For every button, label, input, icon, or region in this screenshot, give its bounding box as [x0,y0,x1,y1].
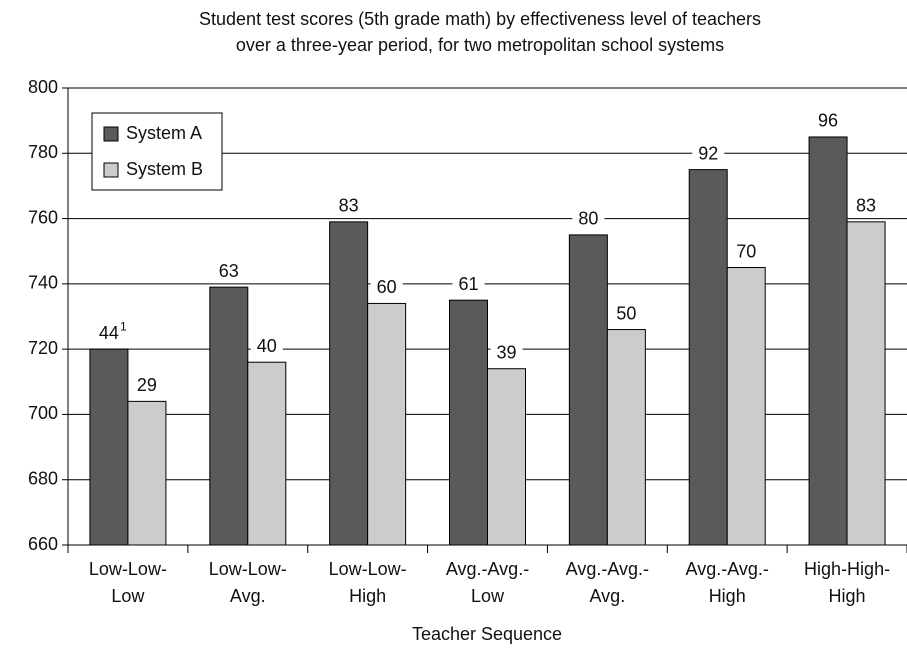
data-label-text: 70 [736,241,756,261]
data-label-bg [130,375,163,398]
bar [846,221,886,546]
x-tick-label: Low-Low- [329,559,407,579]
bar [127,400,167,546]
data-label-bg [850,195,883,218]
bar [449,299,488,546]
y-tick-label: 700 [28,403,58,423]
data-label: 92 [692,143,725,166]
data-label-bg [730,241,763,264]
data-label-bg [812,110,845,133]
x-tick-label: High [829,586,866,606]
y-tick-label: 720 [28,338,58,358]
legend-swatch [103,162,119,178]
data-label-text: 83 [339,196,359,216]
chart-title: Student test scores (5th grade math) by … [199,9,761,29]
data-label-bg [332,195,365,218]
legend: System A System B [91,112,223,191]
bar [209,286,249,546]
data-label-bg [212,261,245,284]
x-tick-label: Avg. [230,586,266,606]
data-label-bg [370,277,403,300]
x-tick-label: Low-Low- [89,559,167,579]
x-tick-label: Avg.-Avg.- [566,559,649,579]
data-label: 50 [610,303,643,326]
data-label: 96 [812,110,845,133]
bar [606,329,646,546]
data-label: 70 [730,241,763,264]
data-label: 83 [332,195,365,218]
data-label-text: 92 [698,143,718,163]
bar [487,368,526,546]
x-tick-label: Low [471,586,505,606]
legend-swatch [103,126,119,142]
data-label-text: 80 [578,209,598,229]
chart-title: over a three-year period, for two metrop… [236,35,724,55]
data-label: 29 [130,375,163,398]
data-label-text: 50 [616,303,636,323]
data-label-text: 40 [257,336,277,356]
y-tick-label: 780 [28,142,58,162]
data-label-bg [452,274,485,297]
data-label-text: 39 [496,342,516,362]
data-label-text: 63 [219,261,239,281]
x-tick-label: Avg.-Avg.- [686,559,769,579]
bar [367,302,407,546]
bar [568,234,608,546]
data-label: 61 [452,274,485,297]
data-label-bg [572,208,605,231]
data-label: 83 [850,195,883,218]
data-label-bg [250,336,283,359]
data-label: 63 [212,261,245,284]
legend-label: System A [126,123,202,143]
x-tick-label: Avg. [590,586,626,606]
y-tick-label: 680 [28,468,58,488]
bar [808,136,848,546]
bar [726,267,766,546]
data-label-bg [692,143,725,166]
bar [247,361,287,546]
bar [329,221,369,546]
x-tick-label: Avg.-Avg.- [446,559,529,579]
bar [89,348,129,546]
data-label: 60 [370,277,403,300]
y-tick-label: 800 [28,77,58,97]
data-label-text: 44 [99,323,119,343]
x-tick-label: Low [111,586,145,606]
data-label-text: 60 [377,277,397,297]
bar [688,169,728,546]
y-tick-label: 660 [28,534,58,554]
x-tick-label: Low-Low- [209,559,287,579]
x-tick-label: High [709,586,746,606]
x-tick-label: High-High- [804,559,890,579]
data-label: 39 [490,342,523,365]
data-label-bg [610,303,643,326]
data-label-text: 29 [137,375,157,395]
x-axis-label: Teacher Sequence [412,624,562,644]
footnote-marker: 1 [120,319,127,333]
data-label-bg [83,323,134,346]
data-label: 44 1 [83,319,134,346]
data-label-text: 83 [856,196,876,216]
y-tick-label: 740 [28,273,58,293]
legend-label: System B [126,159,203,179]
data-label-text: 96 [818,111,838,131]
data-label-text: 61 [458,274,478,294]
x-tick-label: High [349,586,386,606]
data-label: 80 [572,208,605,231]
data-label-bg [490,342,523,365]
y-tick-label: 760 [28,207,58,227]
data-label: 40 [250,336,283,359]
